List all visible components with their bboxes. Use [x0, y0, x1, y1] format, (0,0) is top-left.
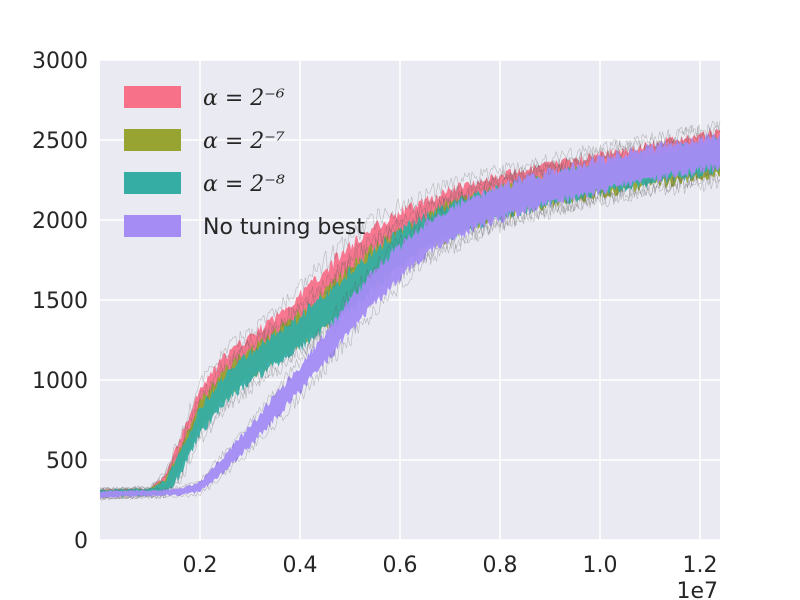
y-tick-label: 1500: [32, 289, 88, 314]
legend-swatch: [124, 172, 181, 194]
y-tick-label: 500: [46, 449, 88, 474]
series-trace-lower: [99, 171, 721, 500]
x-tick-label: 1.0: [583, 553, 618, 578]
series-layer: [99, 120, 721, 501]
y-axis: 0 500 1000 1500 2000 2500 3000: [32, 49, 88, 554]
legend-label: No tuning best: [203, 215, 365, 240]
legend-swatch: [124, 215, 181, 237]
y-tick-label: 3000: [32, 49, 88, 74]
legend-label: α = 2⁻⁷: [203, 129, 285, 154]
grid: [100, 59, 720, 541]
series-band: [100, 133, 720, 499]
legend-label: α = 2⁻⁶: [203, 86, 285, 111]
x-tick-label: 0.8: [483, 553, 518, 578]
x-axis: 0.2 0.4 0.6 0.8 1.0 1.2: [183, 553, 718, 578]
legend-label: α = 2⁻⁸: [203, 172, 285, 197]
x-tick-label: 0.6: [383, 553, 418, 578]
legend: α = 2⁻⁶ α = 2⁻⁷ α = 2⁻⁸ No tuning best: [124, 86, 365, 240]
y-tick-label: 2000: [32, 209, 88, 234]
y-tick-label: 0: [74, 529, 88, 554]
series-trace-upper: [99, 124, 721, 492]
x-offset-label: 1e7: [676, 579, 718, 600]
series-4: [99, 124, 721, 501]
legend-swatch: [124, 129, 181, 151]
series-trace-upper: [99, 120, 721, 491]
series-trace-lower: [99, 165, 721, 501]
y-tick-label: 2500: [32, 129, 88, 154]
x-tick-label: 1.2: [683, 553, 718, 578]
x-tick-label: 0.2: [183, 553, 218, 578]
legend-swatch: [124, 86, 181, 108]
y-tick-label: 1000: [32, 369, 88, 394]
x-tick-label: 0.4: [283, 553, 318, 578]
